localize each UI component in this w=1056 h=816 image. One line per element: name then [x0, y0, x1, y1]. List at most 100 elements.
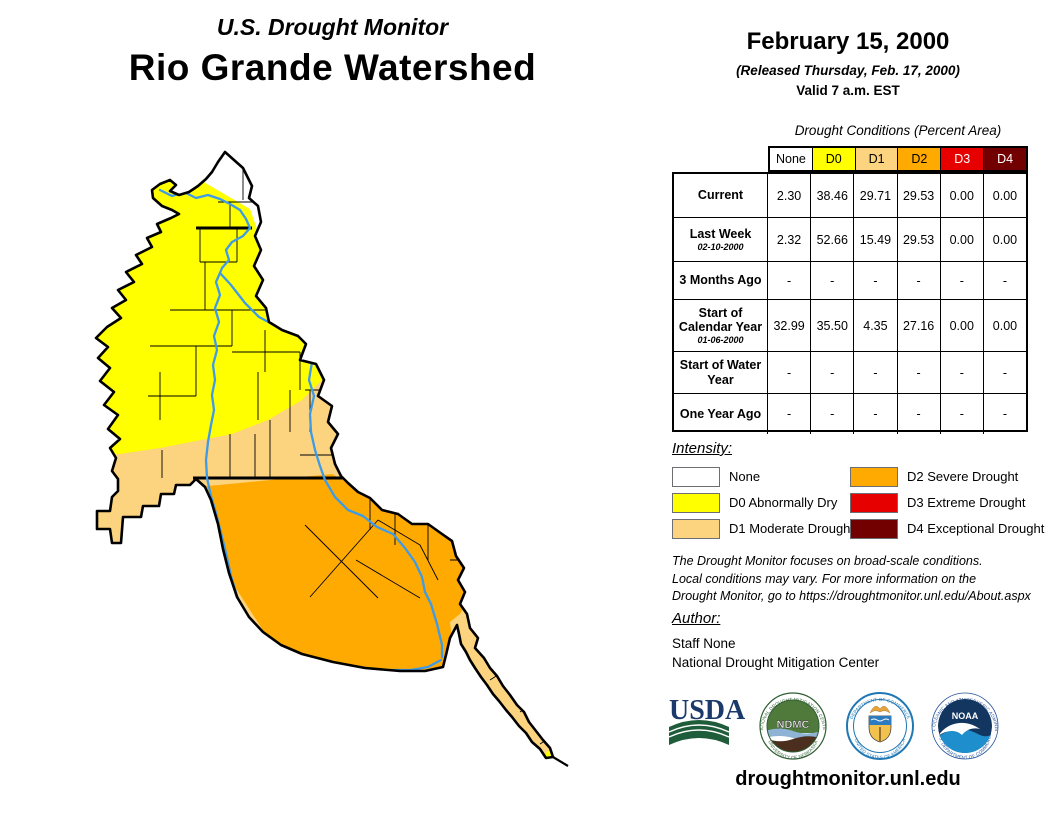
table-cell: 29.53: [898, 174, 941, 217]
table-title: Drought Conditions (Percent Area): [794, 123, 1002, 138]
table-cell: -: [941, 352, 984, 393]
legend-label: D0 Abnormally Dry: [729, 495, 838, 510]
ndmc-logo-text: NDMC: [777, 719, 810, 731]
table-cell: 32.99: [768, 300, 812, 351]
disclaimer-line: Drought Monitor, go to https://droughtmo…: [672, 589, 1031, 603]
state-borders: [193, 226, 345, 480]
table-cell: -: [898, 394, 941, 434]
legend-label: D2 Severe Drought: [907, 469, 1019, 484]
table-cell: 0.00: [992, 188, 1018, 203]
column-header-d3: D3: [941, 148, 985, 170]
table-cell: 29.53: [898, 218, 941, 261]
watershed-map: [94, 150, 569, 767]
usda-logo: USDA: [668, 695, 746, 745]
column-header-d0: D0: [812, 148, 856, 170]
table-cell: -: [898, 352, 941, 393]
table-cell: -: [854, 352, 898, 393]
map-date: February 15, 2000: [746, 28, 950, 55]
drought-zone-d2: [198, 474, 468, 674]
table-cell: 52.66: [811, 218, 855, 261]
table-cell: 0.00: [941, 174, 984, 217]
table-cell: -: [811, 262, 855, 299]
table-cell: -: [811, 394, 855, 434]
legend-color-chip: [850, 492, 898, 513]
table-row: 3 Months Ago - - - - - -: [674, 262, 1026, 300]
table-cell: -: [768, 352, 812, 393]
legend-color-chip: [850, 518, 898, 539]
legend-color-chip: [672, 518, 720, 539]
date-block: February 15, 2000 (Released Thursday, Fe…: [662, 28, 1034, 98]
author-organization: National Drought Mitigation Center: [672, 655, 880, 670]
valid-time: Valid 7 a.m. EST: [796, 83, 900, 98]
disclaimer-line: Local conditions may vary. For more info…: [672, 571, 977, 586]
region-title: Rio Grande Watershed: [128, 47, 537, 88]
noaa-seagull-icon: [938, 722, 980, 736]
table-cell: -: [854, 394, 898, 434]
table-body: Current 2.30 38.46 29.71 29.53 0.00 0.00 Last W…: [672, 172, 1028, 434]
author-name: Staff None: [672, 636, 736, 651]
legend-item: D1 Moderate Drought: [672, 518, 854, 539]
legend-item: None: [672, 466, 854, 487]
legend-item: D0 Abnormally Dry: [672, 492, 854, 513]
table-row: Last Week 02-10-2000 2.32 52.66 15.49 29.53 0.…: [674, 218, 1026, 262]
row-label: Start of Calendar Year 01-06-2000: [674, 300, 768, 351]
legend-col-1: None D0 Abnormally Dry D1 Moderate Drought: [672, 466, 854, 539]
table-cell: -: [1002, 273, 1008, 288]
table-cell: -: [941, 262, 984, 299]
table-cell: -: [811, 352, 855, 393]
legend-item: D4 Exceptional Drought: [850, 518, 1044, 539]
row-label: One Year Ago: [674, 394, 768, 434]
legend-label: D1 Moderate Drought: [729, 521, 855, 536]
disclaimer-line: The Drought Monitor focuses on broad-sca…: [672, 554, 983, 568]
table-cell: -: [941, 394, 984, 434]
table-cell: 15.49: [854, 218, 898, 261]
table-row: Start of Water Year - - - - - -: [674, 352, 1026, 394]
table-cell: 27.16: [898, 300, 941, 351]
legend-label: D4 Exceptional Drought: [907, 521, 1045, 536]
watershed-outline: [94, 150, 555, 760]
release-date: (Released Thursday, Feb. 17, 2000): [736, 63, 960, 78]
commerce-eagle-icon: [869, 706, 891, 714]
column-header-d2: D2: [898, 148, 942, 170]
table-cell: 29.71: [854, 174, 898, 217]
table-header-row: None D0 D1 D2 D3 D4: [768, 146, 1028, 172]
legend-color-chip: [672, 466, 720, 487]
table-row: One Year Ago - - - - - -: [674, 394, 1026, 434]
table-cell: -: [1002, 365, 1008, 380]
table-cell: 0.00: [992, 232, 1018, 247]
disclaimer: The Drought Monitor focuses on broad-sca…: [672, 553, 1031, 606]
table-cell: 0.00: [941, 218, 984, 261]
table-cell: -: [768, 394, 812, 434]
legend-color-chip: [672, 492, 720, 513]
agency-logos: USDA NATIONAL DROUGHT MITIGATION CENTER …: [666, 689, 999, 760]
table-cell: 0.00: [992, 318, 1018, 333]
commerce-seal: DEPARTMENT OF COMMERCE UNITED STATES OF …: [846, 692, 914, 760]
table-cell: -: [1002, 407, 1008, 421]
legend-label: None: [729, 469, 761, 484]
noaa-logo-text: NOAA: [952, 711, 979, 721]
river-mouth-line: [552, 756, 569, 767]
table-cell: 2.32: [768, 218, 812, 261]
column-header-d4: D4: [984, 148, 1026, 170]
table-cell: 0.00: [941, 300, 984, 351]
map-title-block: U.S. Drought Monitor Rio Grande Watershe…: [60, 14, 605, 89]
row-label: 3 Months Ago: [674, 262, 768, 299]
footer-url: droughtmonitor.unl.edu: [735, 768, 961, 790]
legend-heading: Intensity:: [672, 440, 733, 457]
legend-col-2: D2 Severe Drought D3 Extreme Drought D4 Ex…: [850, 466, 1044, 539]
legend-label: D3 Extreme Drought: [907, 495, 1026, 510]
row-label: Current: [674, 174, 768, 217]
table-cell: 38.46: [811, 174, 855, 217]
table-row: Current 2.30 38.46 29.71 29.53 0.00 0.00: [674, 174, 1026, 218]
table-cell: 4.35: [854, 300, 898, 351]
column-header-d1: D1: [855, 148, 899, 170]
table-row: Start of Calendar Year 01-06-2000 32.99 35.…: [674, 300, 1026, 352]
table-cell: 2.30: [768, 174, 812, 217]
report-title: U.S. Drought Monitor: [216, 14, 449, 40]
table-cell: -: [768, 262, 812, 299]
table-cell: -: [898, 262, 941, 299]
legend-color-chip: [850, 466, 898, 487]
author-heading: Author:: [672, 610, 721, 627]
legend-item: D2 Severe Drought: [850, 466, 1044, 487]
